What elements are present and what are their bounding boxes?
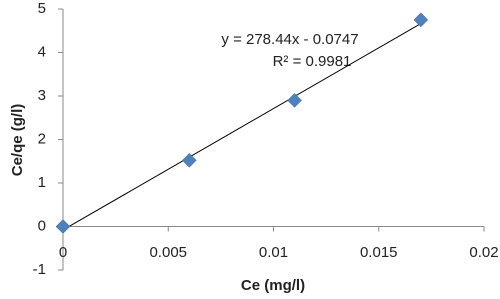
x-tick-label: 0.015 [360,244,398,261]
y-tick-label: 1 [38,174,46,191]
data-point [413,12,429,28]
y-tick-label: 0 [38,217,46,234]
x-tick-label: 0.01 [259,244,288,261]
data-point [181,153,197,168]
data-point [287,92,302,108]
y-tick-label: 5 [38,0,46,17]
x-tick-label: 0.005 [149,244,187,261]
data-point [55,219,71,234]
equation: y = 278.44x - 0.0747 [221,31,358,48]
x-tick-label: 0.02 [469,244,498,261]
y-tick-label: 4 [38,43,46,60]
trendline [62,23,422,231]
y-tick-label: 3 [38,87,46,104]
y-tick-label: -1 [33,261,46,278]
y-axis-title: Ce/qe (g/l) [9,104,26,177]
r-squared: R² = 0.9981 [273,53,352,70]
x-tick-label: 0 [59,244,67,261]
y-tick-label: 2 [38,130,46,147]
x-axis-title: Ce (mg/l) [241,277,305,294]
